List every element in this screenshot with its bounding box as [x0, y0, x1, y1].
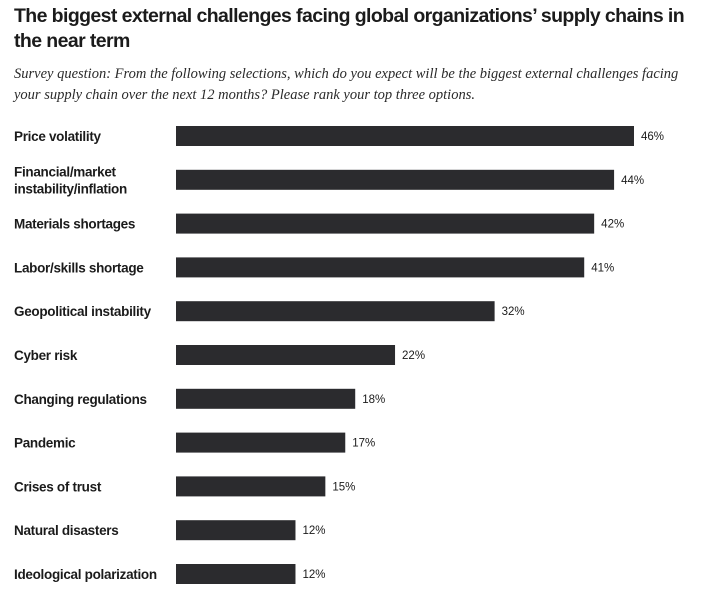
value-label: 46%	[641, 131, 664, 143]
category-label: Natural disasters	[14, 523, 118, 538]
bar	[176, 126, 634, 146]
value-label: 15%	[332, 481, 355, 493]
value-label: 32%	[502, 306, 525, 318]
category-label: Price volatility	[14, 129, 102, 144]
value-label: 17%	[352, 438, 375, 450]
category-label: Crises of trust	[14, 479, 102, 494]
category-label: Changing regulations	[14, 392, 147, 407]
category-label: Ideological polarization	[14, 567, 157, 582]
value-label: 41%	[591, 262, 614, 274]
value-label: 18%	[362, 394, 385, 406]
bar	[176, 432, 346, 453]
category-label: Labor/skills shortage	[14, 260, 144, 275]
category-label: Pandemic	[14, 436, 76, 451]
bar	[176, 520, 296, 541]
chart-title: The biggest external challenges facing g…	[14, 5, 685, 52]
bar	[176, 345, 396, 365]
value-label: 44%	[621, 175, 644, 187]
value-label: 42%	[601, 219, 624, 231]
category-label: Financial/market instability/inflation	[14, 164, 127, 196]
value-label: 12%	[302, 569, 325, 581]
category-label: Cyber risk	[14, 348, 78, 363]
category-label: Materials shortages	[14, 217, 135, 232]
bar	[176, 388, 356, 409]
category-label: Geopolitical instability	[14, 304, 152, 319]
bar	[176, 301, 495, 322]
value-label: 12%	[302, 525, 325, 537]
bar	[176, 169, 615, 190]
bar	[176, 257, 585, 278]
bar	[176, 213, 595, 234]
bar	[176, 476, 326, 497]
value-label: 22%	[402, 350, 425, 362]
chart-subtitle: Survey question: From the following sele…	[14, 66, 679, 103]
bar	[176, 564, 296, 584]
